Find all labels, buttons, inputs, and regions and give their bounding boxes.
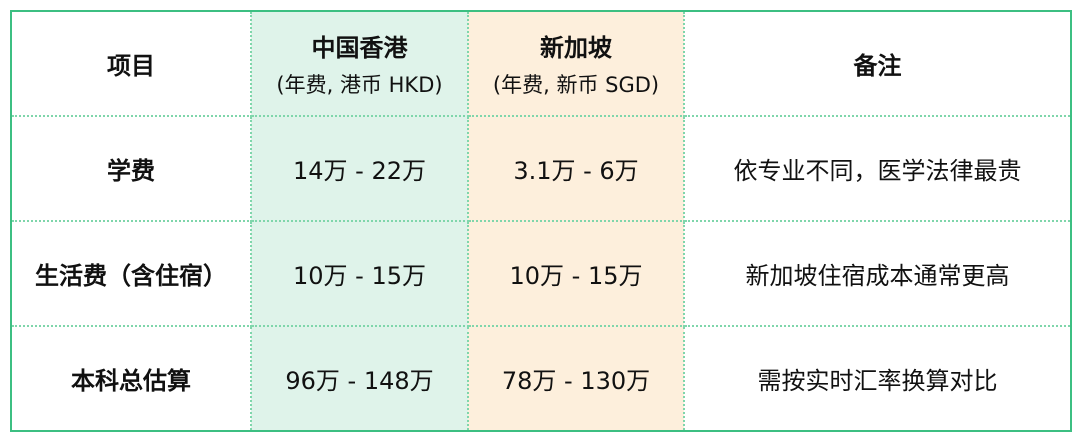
- row-sg: 10万 - 15万: [467, 220, 685, 327]
- row-item: 学费: [10, 115, 252, 222]
- header-sg: 新加坡 (年费, 新币 SGD): [467, 10, 685, 117]
- row-note: 新加坡住宿成本通常更高: [683, 220, 1072, 327]
- header-note: 备注: [683, 10, 1072, 117]
- header-item: 项目: [10, 10, 252, 117]
- row-hk: 10万 - 15万: [250, 220, 469, 327]
- header-hk: 中国香港 (年费, 港币 HKD): [250, 10, 469, 117]
- header-hk-title: 中国香港: [311, 34, 408, 62]
- header-row: 项目 中国香港 (年费, 港币 HKD) 新加坡 (年费, 新币 SGD) 备注: [10, 10, 1072, 117]
- row-sg: 3.1万 - 6万: [467, 115, 685, 222]
- cost-comparison-table: 项目 中国香港 (年费, 港币 HKD) 新加坡 (年费, 新币 SGD) 备注 学…: [10, 10, 1072, 432]
- row-sg: 78万 - 130万: [467, 325, 685, 432]
- row-hk: 96万 - 148万: [250, 325, 469, 432]
- row-note: 需按实时汇率换算对比: [683, 325, 1072, 432]
- header-sg-sub: (年费, 新币 SGD): [492, 73, 660, 97]
- row-item: 本科总估算: [10, 325, 252, 432]
- row-hk: 14万 - 22万: [250, 115, 469, 222]
- row-item: 生活费（含住宿）: [10, 220, 252, 327]
- table-row: 生活费（含住宿） 10万 - 15万 10万 - 15万 新加坡住宿成本通常更高: [10, 220, 1072, 327]
- row-note: 依专业不同，医学法律最贵: [683, 115, 1072, 222]
- header-sg-title: 新加坡: [540, 34, 612, 62]
- table-row: 学费 14万 - 22万 3.1万 - 6万 依专业不同，医学法律最贵: [10, 115, 1072, 222]
- table-row: 本科总估算 96万 - 148万 78万 - 130万 需按实时汇率换算对比: [10, 325, 1072, 432]
- header-hk-sub: (年费, 港币 HKD): [276, 73, 443, 97]
